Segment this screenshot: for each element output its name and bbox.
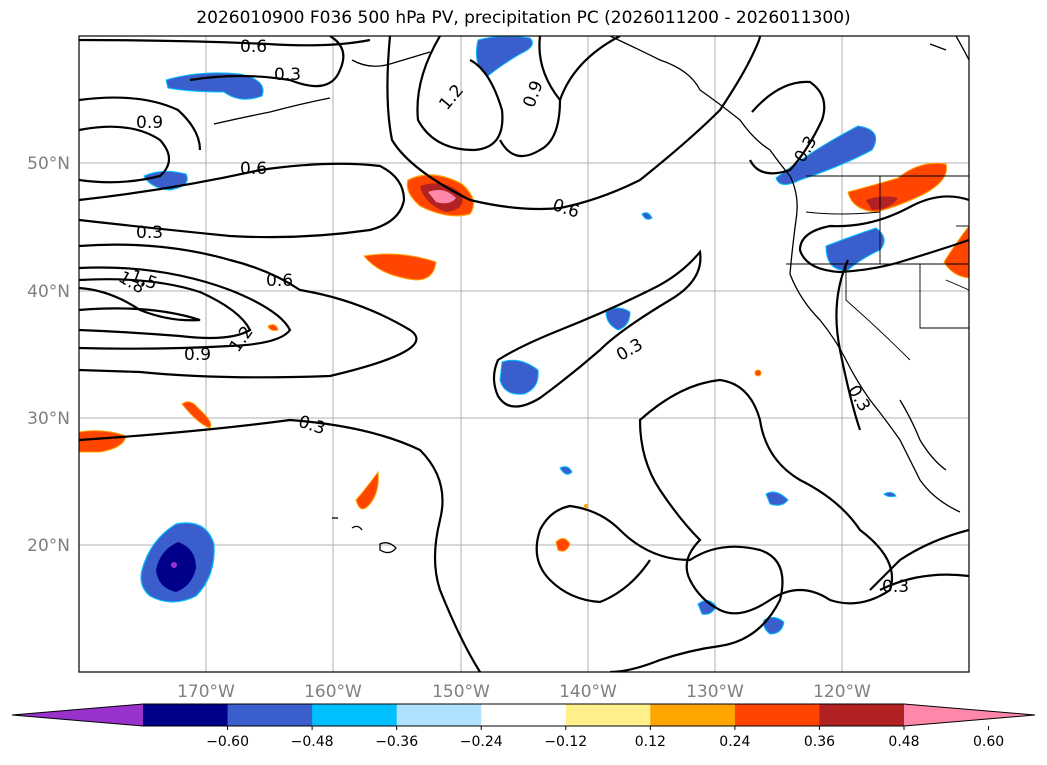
colorbar-tick-label: −0.36	[375, 734, 418, 750]
contour-label: 0.3	[136, 223, 163, 243]
map-title: 2026010900 F036 500 hPa PV, precipitatio…	[196, 8, 851, 28]
colorbar-segment	[565, 704, 651, 726]
contour-label: 0.3	[882, 577, 909, 597]
colorbar-segment	[650, 704, 736, 726]
map-frame	[78, 35, 970, 673]
colorbar-extend-low	[12, 704, 143, 726]
colorbar-segment	[819, 704, 905, 726]
colorbar-tick-label: 0.12	[635, 734, 666, 750]
contour-label: 0.9	[520, 78, 548, 110]
contour-label: 0.6	[266, 271, 293, 291]
contour-label: 0.3	[274, 65, 301, 85]
contour-label: 0.6	[240, 37, 267, 57]
contour-label: 0.9	[136, 113, 163, 133]
contour-label: 0.3	[296, 412, 328, 439]
colorbar-segment	[481, 704, 567, 726]
colorbar-tick-label: −0.12	[544, 734, 587, 750]
colorbar-tick-label: −0.48	[291, 734, 334, 750]
lon-tick-label: 140°W	[559, 682, 617, 702]
lon-tick-label: 150°W	[432, 682, 490, 702]
contour-label: 0.6	[240, 159, 267, 179]
colorbar-tick-label: 0.60	[973, 734, 1004, 750]
precip-shading	[79, 36, 969, 635]
pv-contours	[79, 36, 969, 672]
map-area: 0.6 0.3 1.2 0.9 0.9 0.6 0.6 0.3 0.3 1.5 …	[79, 36, 969, 672]
lat-tick-label: 20°N	[27, 536, 70, 556]
contour-label: 1.2	[435, 81, 468, 115]
lon-tick-label: 170°W	[177, 682, 235, 702]
colorbar-outline	[11, 703, 1036, 727]
contour-label: 1.2	[226, 323, 258, 357]
longitude-labels: 170°W 160°W 150°W 140°W 130°W 120°W	[177, 682, 871, 702]
contour-label: 0.3	[613, 335, 646, 366]
colorbar-extend-high	[904, 704, 1035, 726]
colorbar-tick-label: 0.48	[888, 734, 919, 750]
colorbar-tick-label: −0.60	[206, 734, 249, 750]
lat-tick-label: 50°N	[27, 154, 70, 174]
coastlines	[213, 36, 969, 554]
lon-tick-label: 120°W	[813, 682, 871, 702]
colorbar-segment	[734, 704, 820, 726]
contour-labels: 0.6 0.3 1.2 0.9 0.9 0.6 0.6 0.3 0.3 1.5 …	[115, 37, 909, 597]
colorbar-segment	[312, 704, 398, 726]
lat-tick-label: 40°N	[27, 282, 70, 302]
colorbar-segment	[227, 704, 313, 726]
contour-label: 0.9	[184, 345, 211, 365]
lon-tick-label: 160°W	[304, 682, 362, 702]
colorbar-segment	[396, 704, 482, 726]
colorbar-tick-label: 0.24	[719, 734, 750, 750]
colorbar-tick-label: 0.36	[804, 734, 835, 750]
colorbar: −0.60 −0.48 −0.36 −0.24 −0.12 0.12 0.24 0.36 0.4…	[11, 703, 1036, 750]
lon-tick-label: 130°W	[686, 682, 744, 702]
colorbar-segment	[143, 704, 229, 726]
contour-label: 0.6	[550, 195, 582, 222]
colorbar-tick-label: −0.24	[460, 734, 503, 750]
lat-tick-label: 30°N	[27, 409, 70, 429]
gridlines	[79, 36, 969, 672]
latitude-labels: 50°N 40°N 30°N 20°N	[27, 154, 70, 556]
political-borders	[786, 175, 969, 361]
